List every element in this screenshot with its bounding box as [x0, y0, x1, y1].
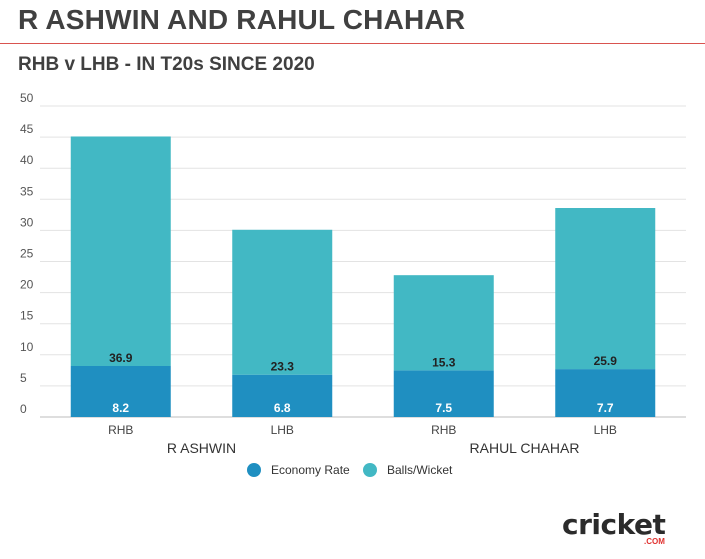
stacked-bar-chart: 0 5 10 15 20 25 30 35 40 45 50 8.2 36.9 RHB 6.8 23.3 LHB… [20, 91, 686, 477]
title-divider [0, 43, 705, 44]
y-tick-label: 35 [20, 184, 34, 198]
y-tick-label: 15 [20, 309, 34, 323]
data-label: 7.5 [435, 401, 452, 415]
chart-subtitle: RHB v LHB - IN T20s SINCE 2020 [18, 54, 315, 75]
bar-economy-rate [232, 374, 333, 417]
y-tick-label: 25 [20, 247, 34, 261]
legend-marker [363, 463, 377, 477]
cricket-com-logo: cricket .COM [562, 508, 682, 548]
legend-marker [247, 463, 261, 477]
legend-label: Balls/Wicket [387, 463, 453, 477]
bar-economy-rate [555, 369, 656, 417]
y-tick-label: 0 [20, 402, 27, 416]
data-label: 25.9 [594, 354, 618, 368]
data-label: 6.8 [274, 401, 291, 415]
logo-wordmark: cricket [562, 508, 666, 541]
data-label: 15.3 [432, 355, 456, 369]
group-label: R ASHWIN [167, 440, 236, 456]
x-tick-label: RHB [431, 423, 456, 437]
y-tick-label: 40 [20, 153, 34, 167]
bar-economy-rate [393, 370, 494, 417]
bar-balls-wicket [555, 208, 656, 370]
legend-label: Economy Rate [271, 463, 350, 477]
logo-domain: .COM [644, 537, 665, 546]
bar-balls-wicket [232, 229, 333, 375]
bar-economy-rate [70, 365, 171, 417]
bar-balls-wicket [393, 275, 494, 371]
y-tick-label: 10 [20, 340, 34, 354]
data-label: 23.3 [271, 360, 295, 374]
y-tick-label: 50 [20, 91, 34, 105]
bar-balls-wicket [70, 136, 171, 366]
y-tick-label: 30 [20, 215, 34, 229]
x-tick-label: LHB [271, 423, 294, 437]
data-label: 36.9 [109, 351, 133, 365]
x-tick-label: RHB [108, 423, 133, 437]
data-label: 8.2 [112, 401, 129, 415]
y-tick-label: 45 [20, 122, 34, 136]
chart-title: R ASHWIN AND RAHUL CHAHAR [18, 4, 466, 35]
y-tick-label: 5 [20, 371, 27, 385]
data-label: 7.7 [597, 401, 614, 415]
x-tick-label: LHB [594, 423, 617, 437]
group-label: RAHUL CHAHAR [470, 440, 580, 456]
y-tick-label: 20 [20, 278, 34, 292]
